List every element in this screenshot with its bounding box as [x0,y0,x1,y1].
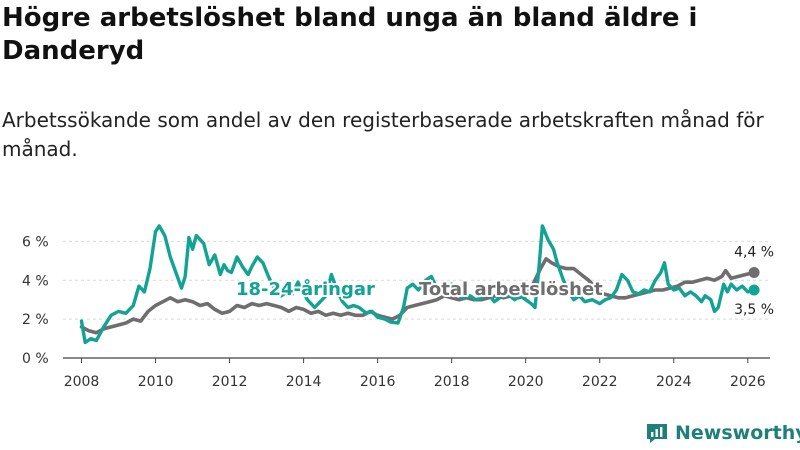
x-tick-label: 2010 [138,374,174,390]
chart-title: Högre arbetslöshet bland unga än bland ä… [2,3,698,66]
labels-layer: 4,4 % 3,5 % 18-24-åringar Total arbetslöshe… [234,245,774,318]
x-tick-label: 2022 [582,374,618,390]
series-layer [79,224,760,345]
x-tick-label: 2020 [508,374,544,390]
x-tick-label: 2018 [434,374,470,390]
y-tick-label: 2 % [22,312,49,328]
series-line-youth [79,224,756,345]
x-axis: 2008 2010 2012 2014 2016 2018 2020 2022 2024 2026 [64,358,766,390]
x-tick-label: 2024 [656,374,692,390]
x-tick-label: 2016 [360,374,396,390]
end-point-total [748,267,760,279]
x-tick-label: 2026 [730,374,766,390]
bar-chart-icon [647,424,667,443]
x-tick-label: 2014 [286,374,322,390]
series-line-total [79,257,756,335]
series-label-youth: 18-24-åringar [236,278,375,300]
chart-subtitle: Arbetssökande som andel av den registerb… [2,108,764,161]
y-tick-label: 0 % [22,351,49,367]
brand-name: Newsworthy [675,422,800,444]
x-tick-label: 2008 [64,374,100,390]
y-axis: 0 % 2 % 4 % 6 % [22,234,49,367]
end-label-youth: 3,5 % [734,302,774,318]
grid-lines [63,240,770,359]
series-label-total: Total arbetslöshet [419,279,603,300]
end-point-youth [748,284,760,296]
newsworthy-logo: Newsworthy [645,420,800,446]
end-label-total: 4,4 % [734,245,774,261]
y-tick-label: 4 % [22,273,49,289]
x-tick-label: 2012 [212,374,248,390]
y-tick-label: 6 % [22,234,49,250]
